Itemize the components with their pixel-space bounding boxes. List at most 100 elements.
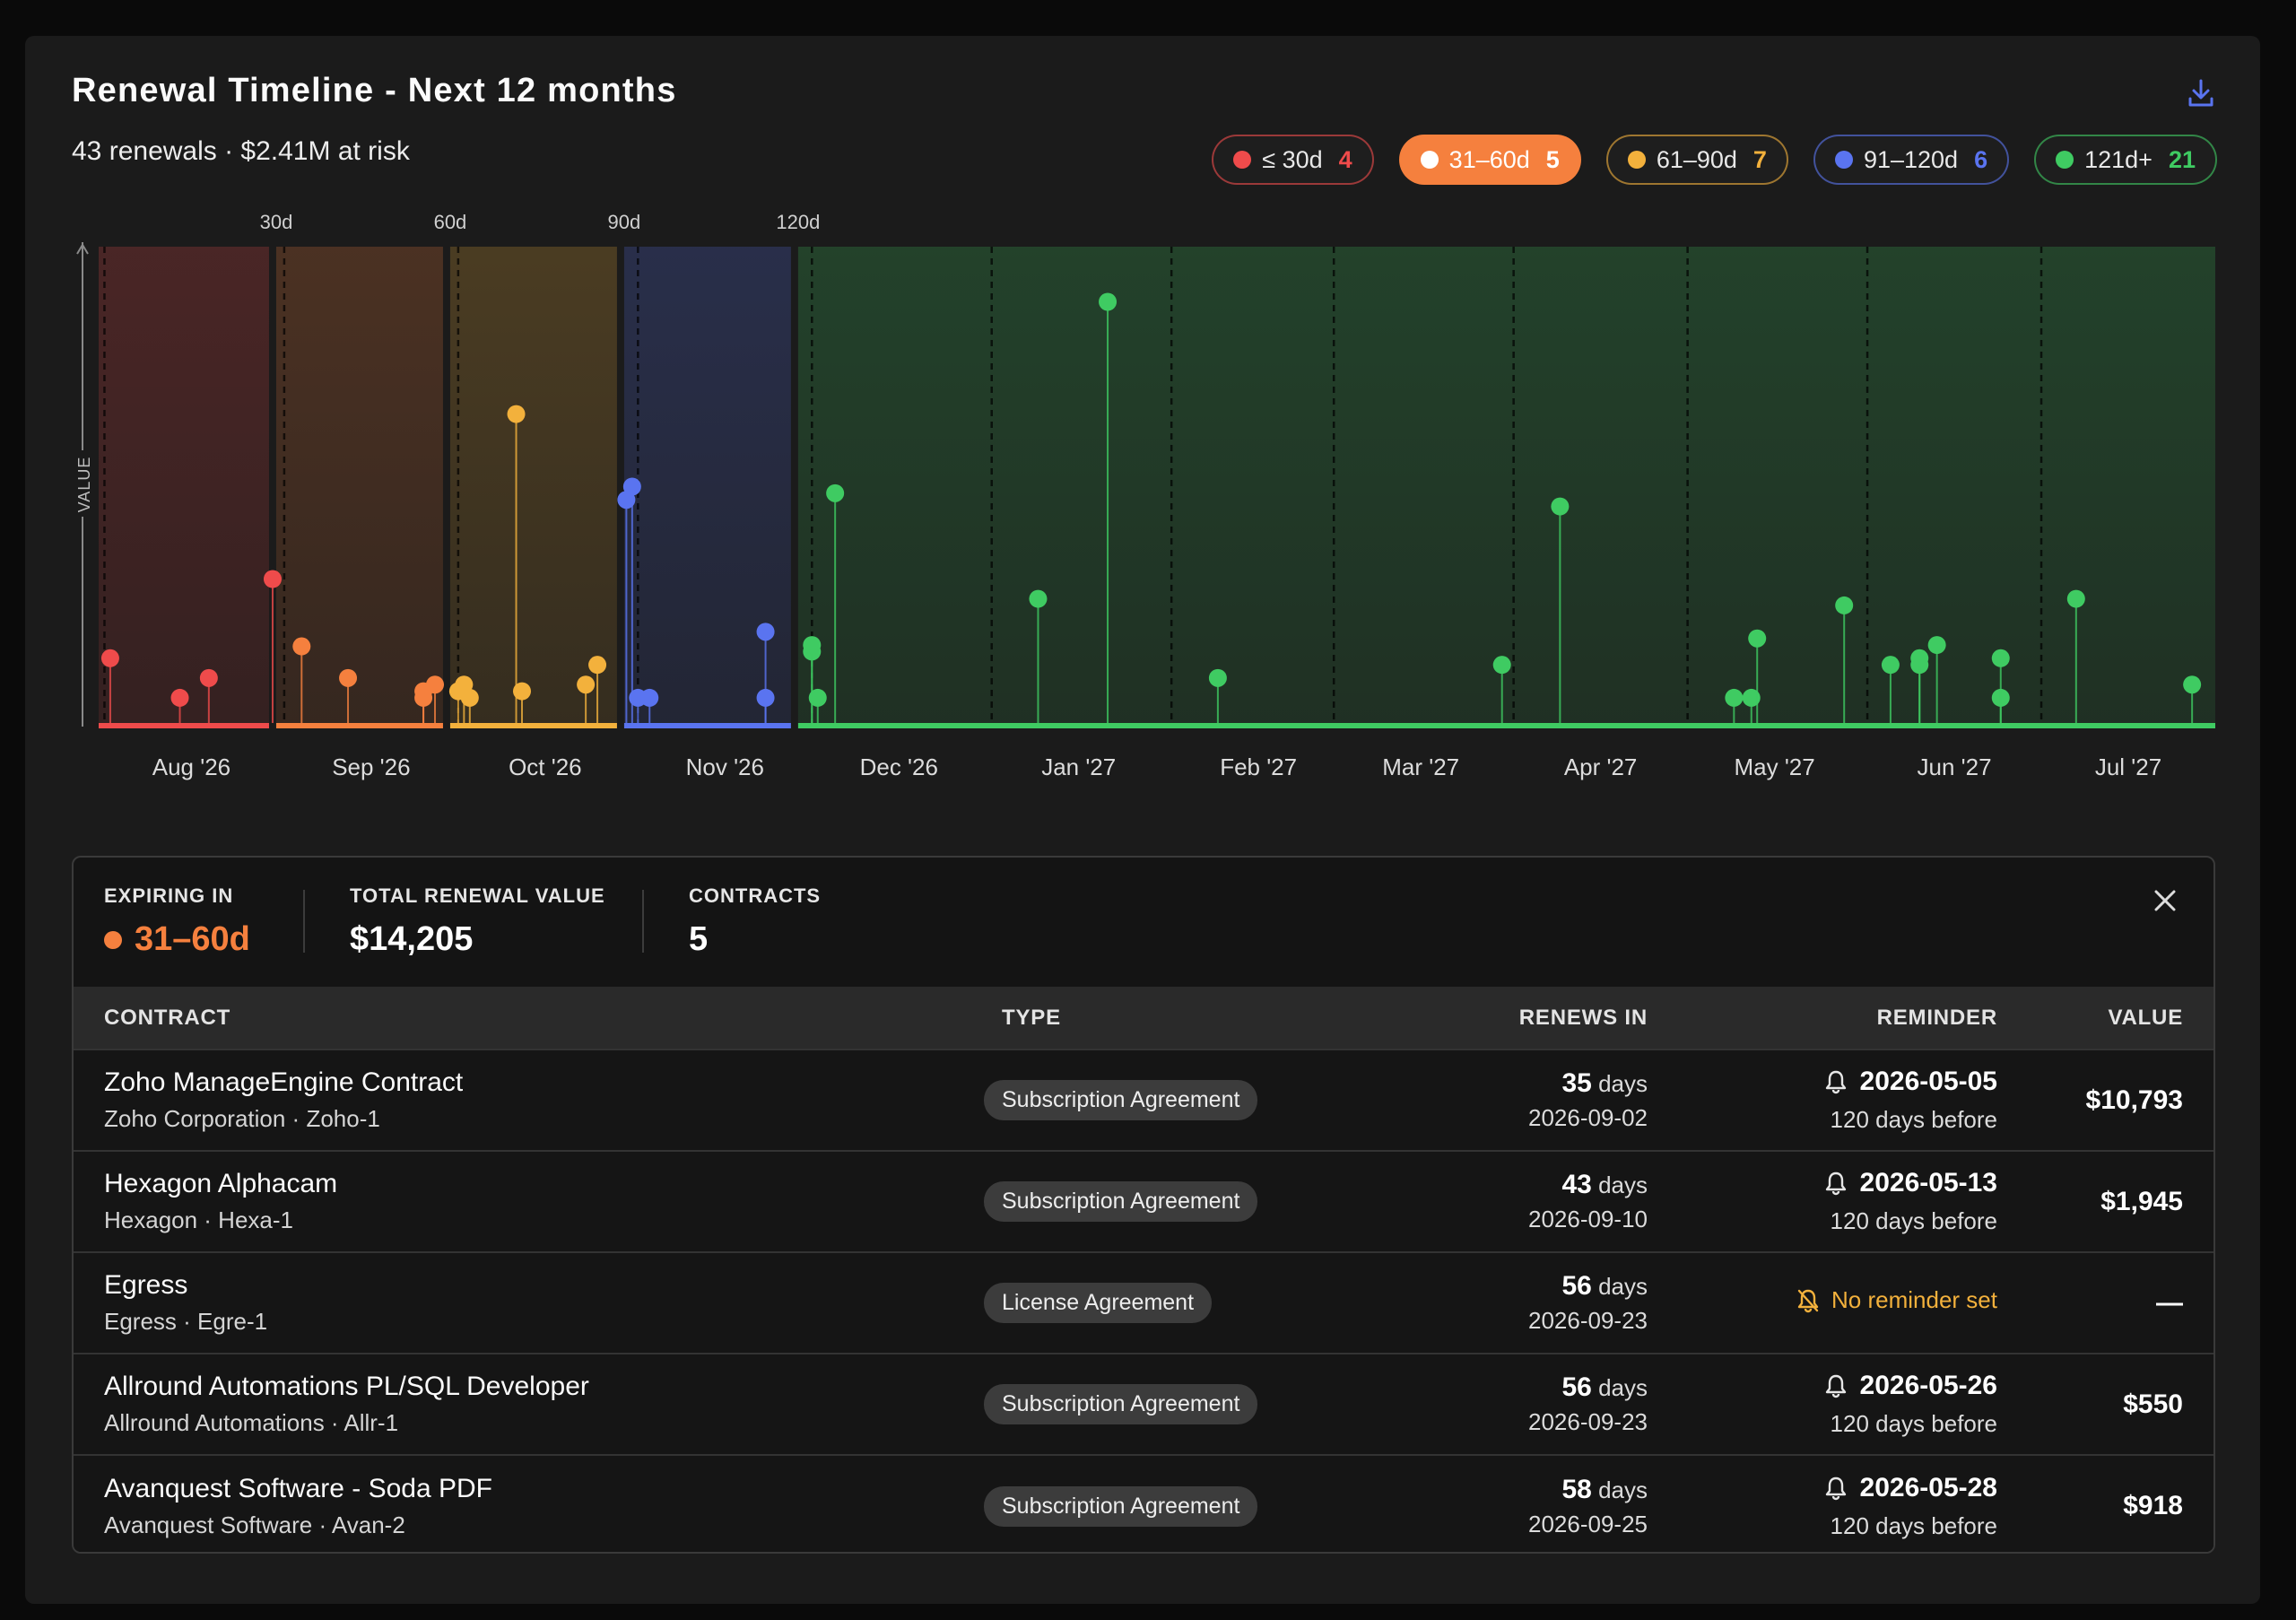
- col-value[interactable]: VALUE: [2108, 1005, 2183, 1030]
- table-row[interactable]: Egress Egress · Egre-1 License Agreement 56…: [74, 1252, 2213, 1354]
- renews-days-unit: days: [1598, 1476, 1648, 1503]
- contract-name[interactable]: Egress: [104, 1270, 188, 1300]
- type-badge: Subscription Agreement: [984, 1181, 1258, 1222]
- y-axis-label: VALUE: [75, 457, 93, 513]
- timeline-band: [449, 247, 617, 727]
- bell-icon: [1825, 1070, 1846, 1094]
- summary-expiring: EXPIRING IN 31–60d: [104, 884, 250, 959]
- type-badge: Subscription Agreement: [984, 1384, 1258, 1424]
- timeline-band: [99, 247, 269, 727]
- reminder-cell[interactable]: 2026-05-05 120 days before: [1648, 1050, 1997, 1151]
- summary-contracts-value: 5: [689, 920, 709, 958]
- threshold-label: 30d: [260, 211, 293, 233]
- col-contract[interactable]: CONTRACT: [104, 1005, 231, 1030]
- type-cell: Subscription Agreement: [957, 1354, 1378, 1455]
- data-point: [1991, 649, 2010, 667]
- x-tick-label: Jul '27: [2095, 753, 2161, 780]
- summary-expiring-label: EXPIRING IN: [104, 884, 234, 907]
- value-cell: $1,945: [1997, 1151, 2213, 1252]
- x-tick-label: Apr '27: [1564, 753, 1638, 780]
- table-row[interactable]: Avanquest Software - Soda PDF Avanquest S…: [74, 1455, 2213, 1552]
- contract-vendor: Egress · Egre-1: [104, 1308, 268, 1335]
- bucket-pill-30d[interactable]: ≤ 30d 4: [1212, 135, 1374, 185]
- data-point: [426, 675, 445, 694]
- renewal-date: 2026-09-02: [1528, 1104, 1648, 1131]
- col-reminder[interactable]: REMINDER: [1876, 1005, 1997, 1030]
- reminder-cell[interactable]: 2026-05-13 120 days before: [1648, 1151, 1997, 1252]
- threshold-label: 120d: [776, 211, 820, 233]
- summary-divider: [642, 890, 644, 953]
- contract-value: —: [2156, 1287, 2183, 1318]
- data-point: [1725, 688, 1744, 707]
- type-cell: License Agreement: [957, 1252, 1378, 1354]
- bucket-pill-121d-plus[interactable]: 121d+ 21: [2034, 135, 2217, 185]
- bucket-pill-count: 4: [1338, 145, 1352, 173]
- data-point: [1551, 497, 1570, 516]
- contract-value: $918: [2123, 1491, 2183, 1520]
- contract-name[interactable]: Avanquest Software - Soda PDF: [104, 1473, 493, 1503]
- type-badge: License Agreement: [984, 1283, 1213, 1323]
- contract-name[interactable]: Allround Automations PL/SQL Developer: [104, 1372, 589, 1401]
- data-point: [756, 623, 775, 641]
- x-tick-label: Sep '26: [332, 753, 410, 780]
- contract-value: $1,945: [2100, 1186, 2183, 1216]
- data-point: [1910, 649, 1929, 667]
- renews-days: 43: [1561, 1170, 1592, 1199]
- download-icon[interactable]: [2183, 75, 2219, 111]
- contract-name[interactable]: Hexagon Alphacam: [104, 1169, 338, 1198]
- bucket-pill-120d[interactable]: 91–120d 6: [1813, 135, 2010, 185]
- x-tick-label: Oct '26: [509, 753, 582, 780]
- table-row[interactable]: Allround Automations PL/SQL Developer All…: [74, 1354, 2213, 1455]
- bucket-pill-label: 61–90d: [1656, 145, 1737, 173]
- bucket-pill-90d[interactable]: 61–90d 7: [1605, 135, 1788, 185]
- threshold-label: 90d: [608, 211, 641, 233]
- table-row[interactable]: Zoho ManageEngine Contract Zoho Corporati…: [74, 1050, 2213, 1151]
- x-tick-label: Aug '26: [152, 753, 230, 780]
- timeline-band-baseline: [449, 723, 617, 728]
- close-icon[interactable]: [2149, 884, 2181, 917]
- reminder-note: 120 days before: [1830, 1207, 1997, 1234]
- contract-name[interactable]: Zoho ManageEngine Contract: [104, 1067, 464, 1097]
- renews-days-unit: days: [1598, 1070, 1648, 1097]
- renews-days-unit: days: [1598, 1171, 1648, 1198]
- bucket-pill-60d[interactable]: 31–60d 5: [1398, 135, 1581, 185]
- renewal-timeline-chart: Aug '26 Sep '26 Oct '26 Nov '26 Dec '26 Jan '…: [72, 211, 2215, 780]
- reminder-cell[interactable]: 2026-05-28 120 days before: [1648, 1455, 1997, 1552]
- type-badge: Subscription Agreement: [984, 1485, 1258, 1527]
- summary-total: TOTAL RENEWAL VALUE $14,205: [350, 884, 605, 959]
- reminder-cell[interactable]: No reminder set: [1648, 1252, 1997, 1354]
- summary-contracts-label: CONTRACTS: [689, 884, 822, 907]
- x-tick-label: Feb '27: [1220, 753, 1297, 780]
- reminder-cell[interactable]: 2026-05-26 120 days before: [1648, 1354, 1997, 1455]
- value-cell: $918: [1997, 1455, 2213, 1552]
- data-point: [199, 668, 218, 687]
- reminder-date: 2026-05-28: [1859, 1472, 1997, 1502]
- data-point: [2066, 589, 2085, 608]
- data-point: [1492, 656, 1511, 675]
- renewal-date: 2026-09-25: [1528, 1510, 1648, 1537]
- page-title: Renewal Timeline - Next 12 months: [72, 72, 677, 109]
- data-point: [1835, 596, 1854, 614]
- contract-cell: Zoho ManageEngine Contract Zoho Corporati…: [74, 1050, 957, 1151]
- x-tick-label: Jun '27: [1918, 753, 1992, 780]
- y-axis-label-bg: [72, 450, 93, 517]
- col-type[interactable]: TYPE: [1002, 1005, 1061, 1030]
- bucket-pill-count: 7: [1752, 145, 1767, 173]
- renewal-date: 2026-09-23: [1528, 1307, 1648, 1334]
- contract-cell: Hexagon Alphacam Hexagon · Hexa-1: [74, 1151, 957, 1252]
- value-cell: $550: [1997, 1354, 2213, 1455]
- data-point: [170, 688, 189, 707]
- col-renews-in[interactable]: RENEWS IN: [1518, 1005, 1648, 1030]
- table-header-row: CONTRACT TYPE RENEWS IN REMINDER VALUE: [74, 987, 2213, 1050]
- table-row[interactable]: Hexagon Alphacam Hexagon · Hexa-1 Subscrip…: [74, 1151, 2213, 1252]
- data-point: [100, 649, 119, 667]
- summary-divider: [303, 890, 305, 953]
- type-cell: Subscription Agreement: [957, 1455, 1378, 1552]
- reminder-note: 120 days before: [1830, 1410, 1997, 1437]
- detail-summary: EXPIRING IN 31–60d TOTAL RENEWAL VALUE $…: [74, 858, 2213, 987]
- data-point: [1029, 589, 1048, 608]
- summary-total-value: $14,205: [350, 920, 474, 958]
- contract-cell: Allround Automations PL/SQL Developer All…: [74, 1354, 957, 1455]
- renews-cell: 43 days 2026-09-10: [1378, 1151, 1648, 1252]
- renewal-date: 2026-09-10: [1528, 1206, 1648, 1232]
